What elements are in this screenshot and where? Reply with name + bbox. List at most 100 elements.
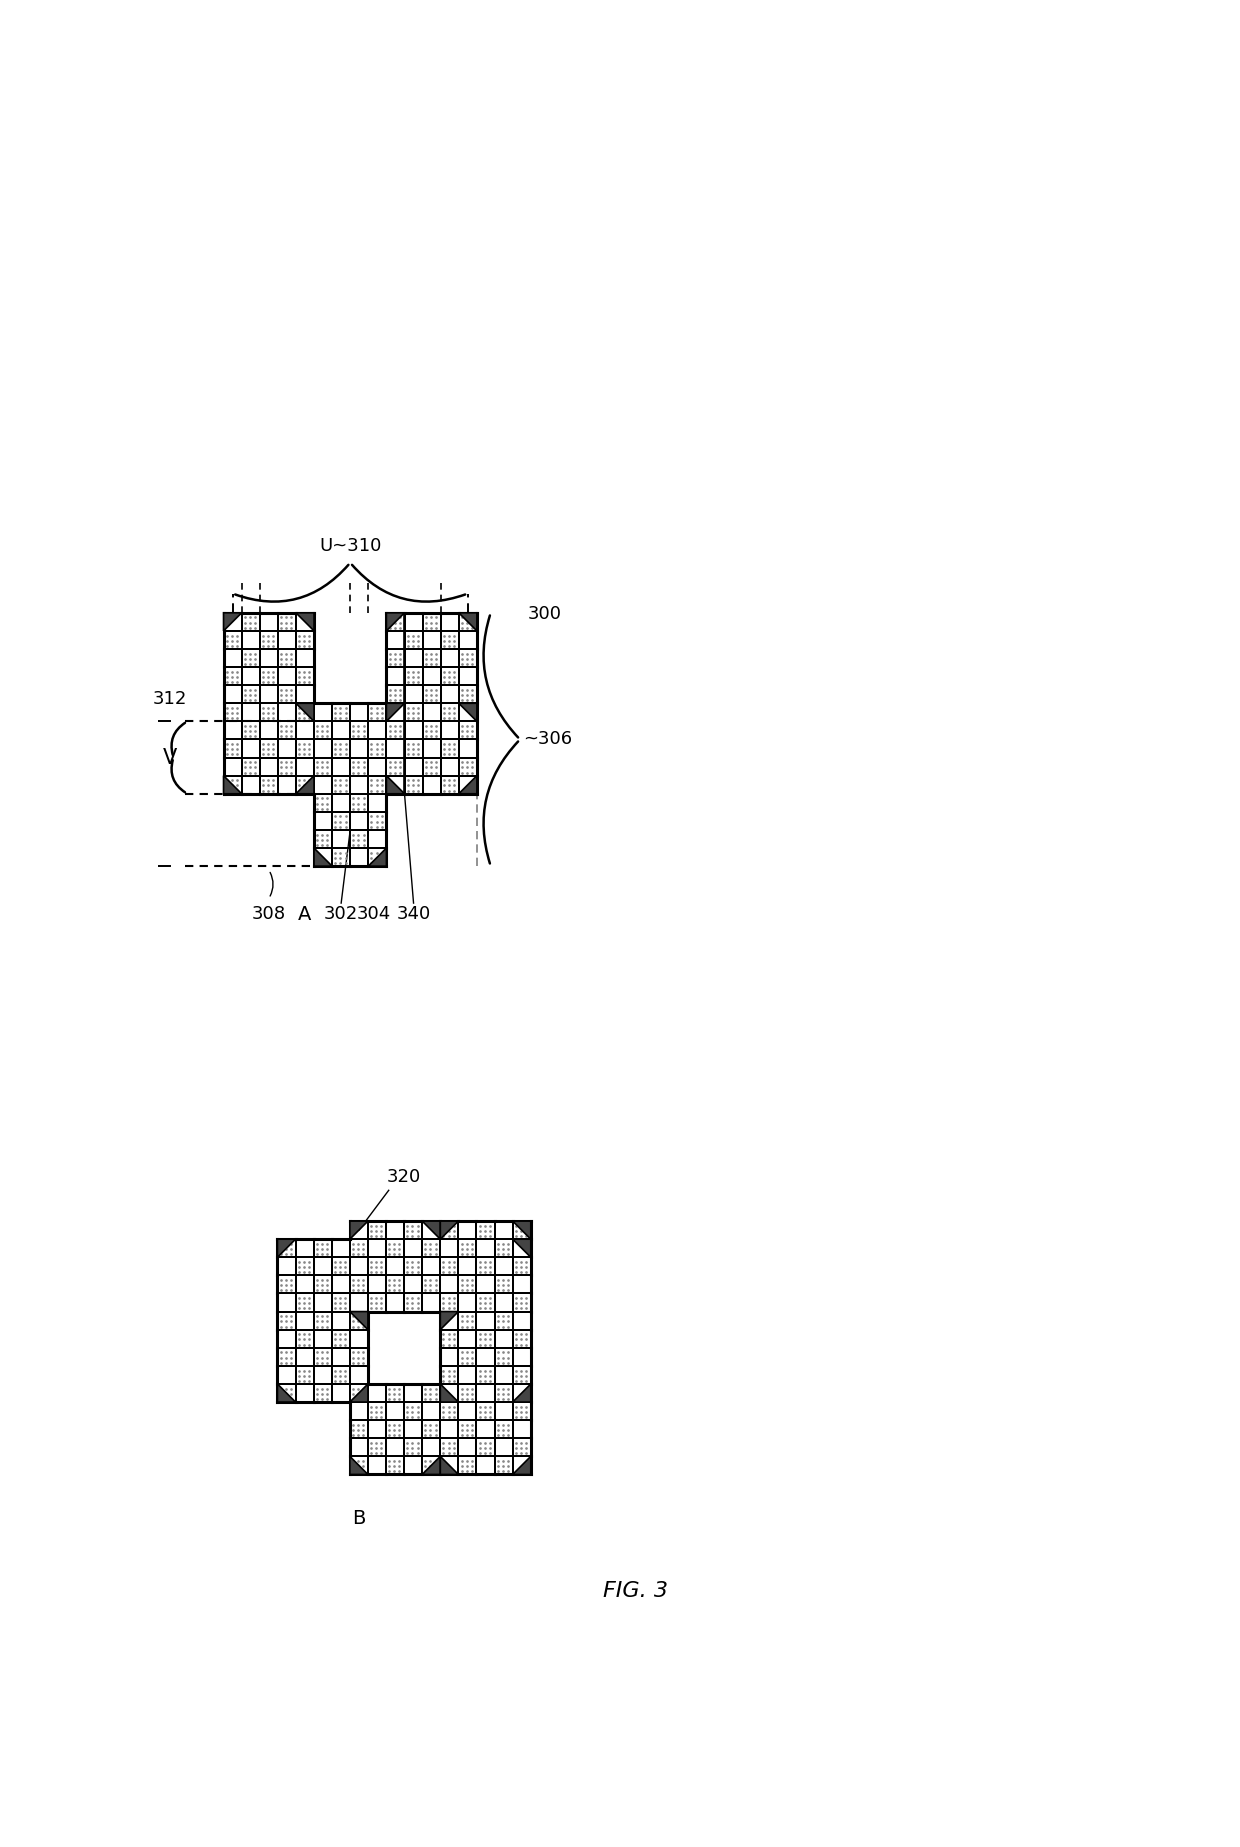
Bar <box>314 794 332 813</box>
Bar <box>314 1383 332 1402</box>
Bar <box>512 1330 531 1348</box>
Bar <box>423 648 440 667</box>
Bar <box>368 829 387 848</box>
Bar <box>440 685 459 704</box>
Bar <box>423 632 440 648</box>
Bar <box>350 1383 368 1402</box>
Polygon shape <box>440 1221 459 1239</box>
Bar <box>404 1276 422 1293</box>
Bar <box>495 1439 512 1455</box>
Bar <box>350 1420 368 1439</box>
Bar <box>332 848 350 866</box>
Bar <box>440 1402 459 1420</box>
Bar <box>512 1348 531 1367</box>
Bar <box>422 1383 440 1402</box>
Bar <box>386 1455 404 1474</box>
Bar <box>459 1239 476 1258</box>
Bar <box>314 1348 332 1367</box>
Bar <box>495 1367 512 1383</box>
Bar <box>476 1383 495 1402</box>
Polygon shape <box>422 1455 440 1474</box>
Bar <box>386 1276 404 1293</box>
Bar <box>459 613 477 632</box>
Polygon shape <box>350 1221 368 1239</box>
Bar <box>440 613 459 632</box>
Bar <box>296 776 314 794</box>
Bar <box>476 1455 495 1474</box>
Bar <box>296 613 314 632</box>
Polygon shape <box>278 1383 295 1402</box>
Bar <box>350 704 368 722</box>
Text: FIG. 3: FIG. 3 <box>603 1581 668 1601</box>
Bar <box>387 722 404 739</box>
Polygon shape <box>459 704 477 722</box>
Bar <box>404 1258 422 1276</box>
Bar <box>422 1258 440 1276</box>
Bar <box>422 1221 440 1239</box>
Bar <box>350 829 368 848</box>
Bar <box>459 1311 476 1330</box>
Bar <box>459 648 477 667</box>
Bar <box>242 704 259 722</box>
Bar <box>387 739 404 757</box>
Text: B: B <box>352 1509 366 1527</box>
Bar <box>242 685 259 704</box>
Bar <box>495 1383 512 1402</box>
Bar <box>495 1258 512 1276</box>
Bar <box>368 1239 386 1258</box>
Bar <box>350 813 368 829</box>
Bar <box>368 1402 386 1420</box>
Bar <box>387 632 404 648</box>
Bar <box>278 1383 295 1402</box>
Bar <box>242 722 259 739</box>
Bar <box>459 776 477 794</box>
Polygon shape <box>422 1221 440 1239</box>
Bar <box>350 1348 368 1367</box>
Bar <box>368 1293 386 1311</box>
Polygon shape <box>296 776 314 794</box>
Bar <box>422 1420 440 1439</box>
Bar <box>404 1239 422 1258</box>
Text: 302: 302 <box>324 905 358 924</box>
Bar <box>314 1258 332 1276</box>
Bar <box>422 1402 440 1420</box>
Bar <box>223 632 242 648</box>
Bar <box>350 1455 368 1474</box>
Bar <box>387 648 404 667</box>
Bar <box>296 722 314 739</box>
Bar <box>314 704 332 722</box>
Bar <box>278 704 296 722</box>
Bar <box>223 739 242 757</box>
Bar <box>295 1330 314 1348</box>
Bar <box>440 632 459 648</box>
Bar <box>368 722 387 739</box>
Bar <box>512 1293 531 1311</box>
Bar <box>440 1383 459 1402</box>
Bar <box>440 1311 459 1330</box>
Bar <box>223 704 242 722</box>
Bar <box>495 1293 512 1311</box>
Bar <box>512 1455 531 1474</box>
Bar <box>278 648 296 667</box>
Bar <box>314 1293 332 1311</box>
Bar <box>423 722 440 739</box>
Bar <box>387 667 404 685</box>
Bar <box>404 685 423 704</box>
Bar <box>278 739 296 757</box>
Bar <box>332 813 350 829</box>
Bar <box>476 1239 495 1258</box>
Bar <box>332 829 350 848</box>
Bar <box>278 613 296 632</box>
Polygon shape <box>459 776 477 794</box>
Bar <box>350 722 368 739</box>
Bar <box>295 1293 314 1311</box>
Bar <box>295 1239 314 1258</box>
Bar <box>314 1330 332 1348</box>
Bar <box>404 613 423 632</box>
Bar <box>332 1367 350 1383</box>
Bar <box>259 632 278 648</box>
Polygon shape <box>350 1383 368 1402</box>
Bar <box>332 776 350 794</box>
Bar <box>223 613 242 632</box>
Bar <box>476 1367 495 1383</box>
